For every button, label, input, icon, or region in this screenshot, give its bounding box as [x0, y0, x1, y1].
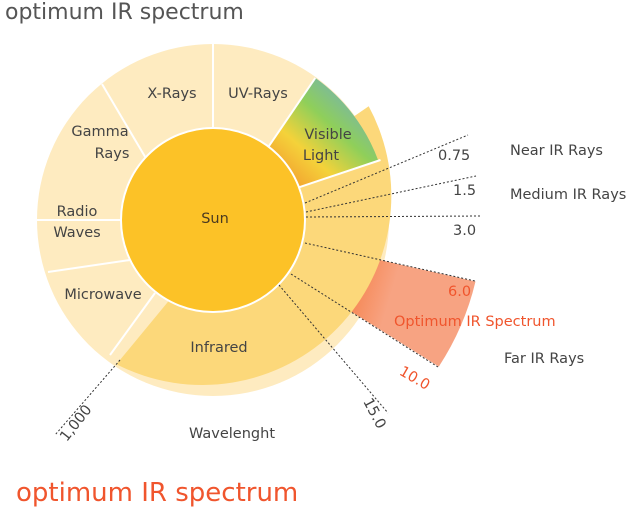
microwave-label: Microwave — [64, 287, 141, 303]
wavelength-tick-lines — [54, 134, 481, 436]
sun-core — [120, 127, 306, 313]
page-title: optimum IR spectrum — [5, 0, 244, 25]
x-rays-label: X-Rays — [147, 86, 196, 102]
optimum-ir-label: Optimum IR Spectrum — [394, 314, 556, 330]
visible-label-line1: Visible — [304, 127, 351, 143]
radio-label-line2: Waves — [53, 225, 100, 241]
tick-label-15-0: 15.0 — [359, 396, 388, 432]
segment-separators — [36, 44, 381, 356]
visible-label-line2: Light — [303, 148, 340, 164]
tick-label-1-5: 1.5 — [453, 183, 476, 199]
near-ir-label: Near IR Rays — [510, 143, 603, 159]
gamma-label-line1: Gamma — [71, 124, 128, 140]
uv-rays-label: UV-Rays — [228, 86, 288, 102]
visible-light-segment — [268, 77, 378, 188]
medium-ir-label: Medium IR Rays — [510, 187, 626, 203]
wavelength-axis-label: Wavelenght — [189, 426, 275, 442]
tick-label-3-0: 3.0 — [453, 223, 476, 239]
infrared-label: Infrared — [190, 340, 247, 356]
tick-label-10-0: 10.0 — [396, 364, 432, 394]
tick-label-6-0: 6.0 — [448, 284, 471, 300]
sun-label: Sun — [201, 211, 229, 227]
tick-label-1000: 1,000 — [57, 402, 95, 445]
footer-title: optimum IR spectrum — [16, 478, 299, 508]
far-ir-label: Far IR Rays — [504, 351, 584, 367]
tick-label-0-75: 0.75 — [438, 148, 470, 164]
gamma-label-line2: Rays — [95, 146, 130, 162]
radio-label-line1: Radio — [57, 204, 98, 220]
